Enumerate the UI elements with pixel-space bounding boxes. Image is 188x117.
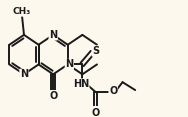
Text: CH₃: CH₃ bbox=[13, 7, 31, 16]
Text: S: S bbox=[92, 46, 99, 56]
Text: O: O bbox=[92, 108, 100, 117]
Text: N: N bbox=[20, 69, 28, 79]
Text: HN: HN bbox=[73, 79, 89, 89]
Text: O: O bbox=[109, 86, 117, 96]
Text: O: O bbox=[49, 91, 57, 101]
Text: N: N bbox=[49, 30, 57, 40]
Text: N: N bbox=[65, 59, 73, 69]
